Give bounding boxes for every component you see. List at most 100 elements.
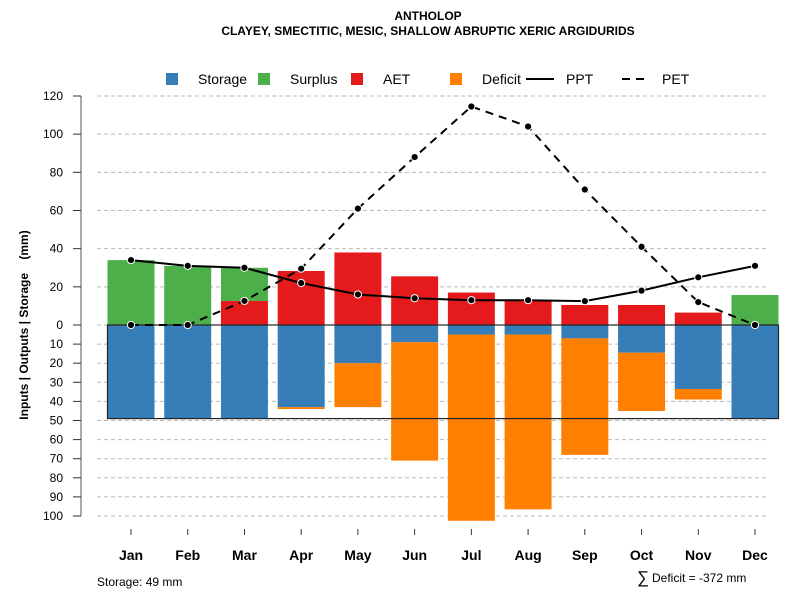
legend-item-storage: Storage [166,71,247,87]
pet-point [297,264,306,273]
pet-point [637,242,646,251]
y-tick-label: 40 [50,242,64,256]
x-tick-label: Feb [175,547,200,563]
deficit-bar [334,363,382,408]
storage-bar [277,325,325,408]
ppt-point [694,273,703,282]
aet-swatch [351,73,363,85]
aet-bar [674,312,722,325]
deficit-bar [561,338,609,455]
storage-swatch [166,73,178,85]
y-tick-label: 20 [50,356,64,370]
pet-point [353,204,363,213]
aet-bar [618,304,666,325]
y-tick-label: 60 [50,433,64,447]
ppt-point [637,286,646,295]
legend-label: Deficit [482,71,521,87]
storage-capacity-box [106,324,780,420]
deficit-bar [447,334,495,521]
y-tick-label: 0 [56,318,63,332]
storage-bar [618,325,666,353]
legend: Storage Surplus AET Deficit PPT PET [166,71,690,87]
storage-bar [391,325,439,343]
y-tick-label: 100 [43,127,63,141]
x-tick-label: Jan [119,547,143,563]
storage-bar [674,325,722,389]
pet-point [750,320,760,330]
ppt-point [580,297,589,306]
surplus-bar [164,265,212,325]
y-tick-label: 10 [50,337,64,351]
storage-annotation: Storage: 49 mm [97,575,182,589]
ppt-point [183,261,192,270]
y-tick-label: 100 [43,509,63,523]
storage-bar [731,325,779,419]
chart-subtitle: CLAYEY, SMECTITIC, MESIC, SHALLOW ABRUPT… [221,24,634,38]
storage-bar [504,325,552,335]
ppt-point [297,278,306,288]
y-tick-label: 60 [50,204,64,218]
y-tick-label: 40 [50,394,64,408]
legend-label: Surplus [290,71,337,87]
axes: 0 20 40 60 80 100 120 10 20 30 40 50 60 70 80 90 100 Jan F… [43,89,768,563]
surplus-bar [731,295,779,325]
lines [126,102,760,330]
legend-item-surplus: Surplus [258,71,337,87]
pet-point [240,296,249,306]
legend-label: AET [383,71,411,87]
deficit-bar [674,388,722,400]
aet-bar [561,304,609,325]
x-tick-label: Aug [514,547,541,563]
ppt-point [240,263,249,272]
y-tick-label: 120 [43,89,63,103]
pet-point [467,102,476,111]
y-tick-label: 80 [50,165,64,179]
y-tick-label: 20 [50,280,64,294]
legend-item-pet: PET [622,71,690,87]
legend-item-ppt: PPT [526,71,594,87]
y-tick-label: 90 [50,490,64,504]
x-tick-label: Dec [742,547,768,563]
pet-point [523,122,533,131]
storage-bar [164,325,212,419]
aet-bar [334,252,382,325]
deficit-bar [277,407,325,410]
storage-bar [447,325,495,335]
ppt-point [353,290,363,299]
y-tick-label: 80 [50,471,64,485]
pet-point [183,320,192,330]
y-tick-label: 30 [50,375,64,389]
x-tick-label: May [344,547,371,563]
legend-item-deficit: Deficit [450,71,521,87]
ppt-point [126,256,136,265]
storage-bar [107,325,155,419]
x-tick-label: Oct [630,547,654,563]
pet-point [410,152,419,162]
aet-bar [504,300,552,325]
pet-point [126,320,136,330]
x-tick-label: Jun [402,547,427,563]
ppt-point [523,296,533,305]
deficit-sum-annotation: Deficit = -372 mm [652,571,746,585]
surplus-bar [220,267,268,301]
pet-line [131,105,756,326]
deficit-bar [618,352,666,411]
ppt-point [750,261,760,270]
pet-point [580,185,589,194]
y-tick-label: 70 [50,452,64,466]
ppt-point [467,296,476,305]
deficit-swatch [450,73,462,85]
storage-bar [220,325,268,419]
x-tick-label: Jul [461,547,481,563]
ppt-line [130,259,756,303]
sum-symbol: ∑ [637,568,649,587]
y-axis-label: Inputs | Outputs | Storage (mm) [17,230,31,419]
legend-label: PET [662,71,690,87]
deficit-bar [504,334,552,510]
x-tick-label: Sep [572,547,598,563]
y-tick-label: 50 [50,414,64,428]
storage-bar [561,325,609,339]
x-tick-label: Apr [289,547,314,563]
surplus-swatch [258,73,270,85]
